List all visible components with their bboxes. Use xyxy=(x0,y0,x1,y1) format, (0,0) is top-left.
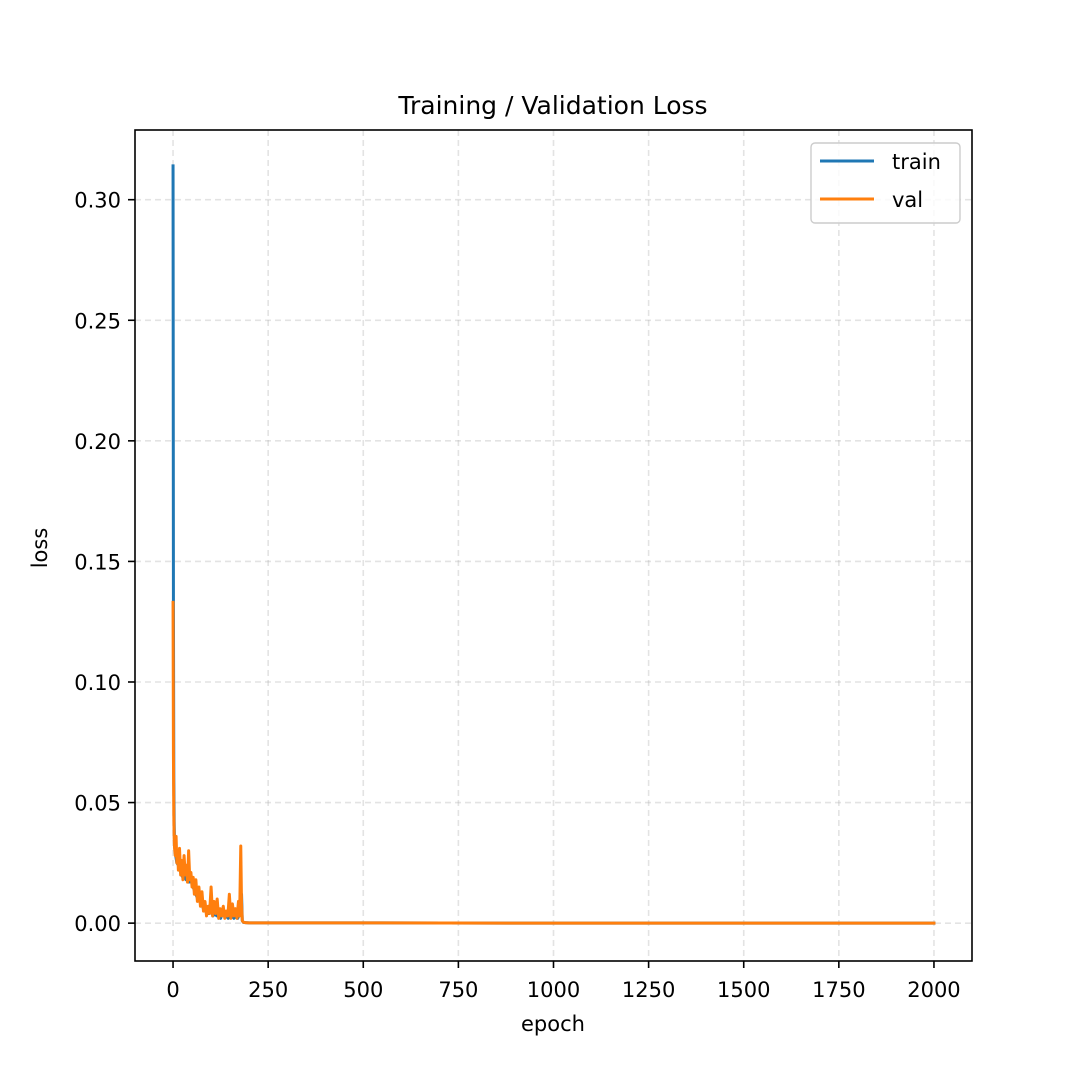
y-tick-label: 0.15 xyxy=(74,550,121,574)
x-axis-label: epoch xyxy=(521,1012,585,1036)
series-lines xyxy=(171,164,936,925)
x-tick-label: 1750 xyxy=(812,978,865,1002)
y-tick-label: 0.20 xyxy=(74,430,121,454)
legend-frame xyxy=(810,142,961,224)
x-tick-label: 750 xyxy=(438,978,478,1002)
x-tick-label: 1000 xyxy=(527,978,580,1002)
x-tick-label: 1500 xyxy=(717,978,770,1002)
x-tick-label: 2000 xyxy=(907,978,960,1002)
x-tick-label: 1250 xyxy=(622,978,675,1002)
y-tick-label: 0.00 xyxy=(74,912,121,936)
legend-label-val: val xyxy=(892,188,923,212)
x-tick-label: 250 xyxy=(248,978,288,1002)
legend: train val xyxy=(810,142,961,224)
legend-label-train: train xyxy=(892,150,941,174)
y-tick-label: 0.10 xyxy=(74,671,121,695)
series-line-val xyxy=(171,600,936,925)
axis-ticks: 0 250 500 750 1000 1250 1500 1750 2000 0.00 0.05 0.… xyxy=(74,189,960,1002)
y-tick-label: 0.25 xyxy=(74,309,121,333)
y-tick-label: 0.05 xyxy=(74,792,121,816)
y-tick-label: 0.30 xyxy=(74,189,121,213)
chart-title: Training / Validation Loss xyxy=(397,91,707,120)
x-tick-label: 500 xyxy=(343,978,383,1002)
y-axis-label: loss xyxy=(28,528,52,569)
x-tick-label: 0 xyxy=(166,978,179,1002)
